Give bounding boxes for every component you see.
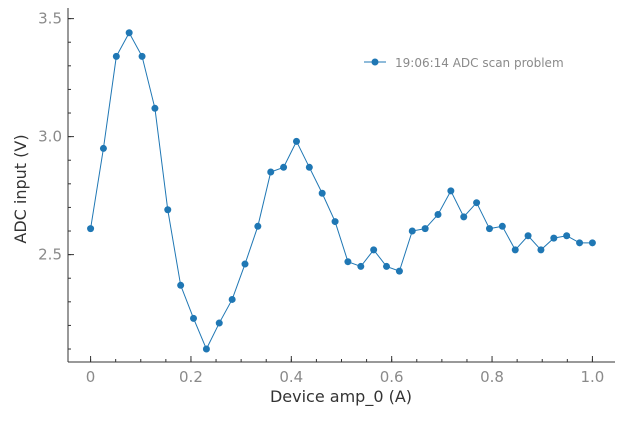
labels-layer: 0 0.2 0.4 0.6 0.8 1.0 2.5 3.0 3.5 (38, 10, 604, 386)
data-point (550, 234, 558, 242)
data-point (87, 225, 95, 233)
data-point (215, 319, 223, 327)
data-point (576, 239, 584, 247)
data-point (383, 262, 391, 270)
data-point (344, 258, 352, 266)
x-tick-label: 0.4 (279, 368, 303, 386)
data-point (511, 246, 519, 254)
data-point (434, 211, 442, 218)
legend-label: 19:06:14 ADC scan problem (395, 56, 564, 70)
data-point (498, 222, 506, 230)
data-point (331, 218, 339, 226)
y-tick-label: 3.5 (38, 10, 62, 28)
data-point (125, 29, 133, 37)
data-point (485, 225, 493, 233)
data-point (151, 104, 159, 112)
legend: 19:06:14 ADC scan problem (364, 56, 564, 70)
data-point (563, 232, 571, 240)
data-point (318, 189, 326, 197)
axes-layer (67, 8, 615, 363)
x-tick-label: 0 (86, 368, 96, 386)
data-point (267, 168, 275, 176)
data-point (421, 225, 429, 233)
data-point (241, 260, 249, 268)
data-point (588, 239, 596, 247)
x-tick-label: 0.8 (480, 368, 504, 386)
data-point (99, 144, 107, 152)
data-point (370, 246, 378, 254)
series-line (90, 31, 593, 351)
data-point (305, 163, 313, 171)
x-axis-title: Device amp_0 (A) (270, 387, 412, 407)
data-point (228, 295, 236, 303)
data-point (164, 206, 172, 214)
data-point (460, 213, 468, 221)
data-point (447, 187, 455, 195)
y-tick-label: 2.5 (38, 246, 62, 264)
data-point (202, 345, 210, 353)
data-point (408, 227, 416, 235)
data-point (524, 232, 532, 240)
series-layer (87, 29, 596, 353)
data-point (292, 137, 300, 145)
data-point (537, 246, 545, 254)
data-point (112, 52, 120, 60)
x-tick-label: 1.0 (580, 368, 604, 386)
y-axis-title: ADC input (V) (11, 134, 30, 243)
data-point (473, 199, 481, 207)
data-point (138, 52, 146, 60)
data-point (395, 267, 403, 275)
x-tick-label: 0.6 (380, 368, 404, 386)
x-tick-label: 0.2 (179, 368, 203, 386)
ticks-layer (68, 18, 593, 362)
data-point (254, 222, 262, 230)
y-tick-label: 3.0 (38, 128, 62, 146)
data-point (280, 163, 288, 171)
data-point (177, 281, 185, 289)
data-point (190, 314, 198, 322)
legend-marker-swatch (371, 58, 379, 66)
data-point (357, 262, 365, 270)
